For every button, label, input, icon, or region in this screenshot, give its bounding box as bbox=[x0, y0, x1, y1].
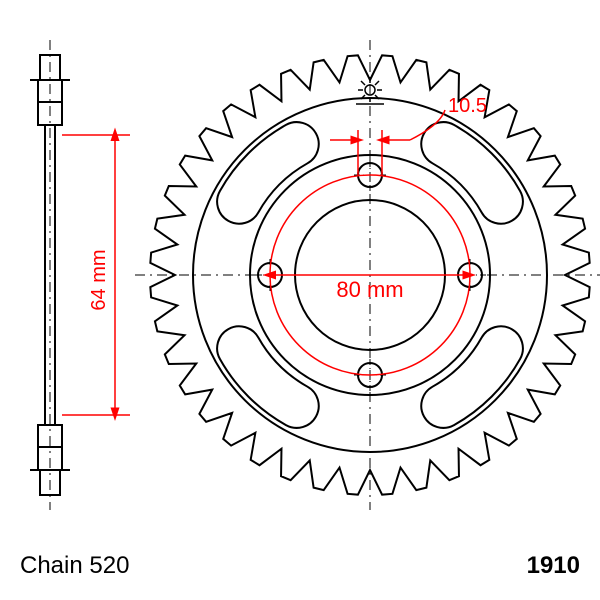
dim-bolt-hole-label: 10.5 bbox=[448, 95, 487, 117]
chain-label: Chain 520 bbox=[20, 552, 129, 580]
side-profile bbox=[30, 40, 70, 510]
technical-drawing: 64 mm 80 mm 10.5 bbox=[0, 0, 600, 600]
dim-hub-width-label: 64 mm bbox=[88, 249, 110, 310]
dim-bolt-hole bbox=[330, 110, 445, 175]
dim-bolt-circle-label: 80 mm bbox=[336, 277, 403, 302]
part-number: 1910 bbox=[527, 552, 580, 580]
